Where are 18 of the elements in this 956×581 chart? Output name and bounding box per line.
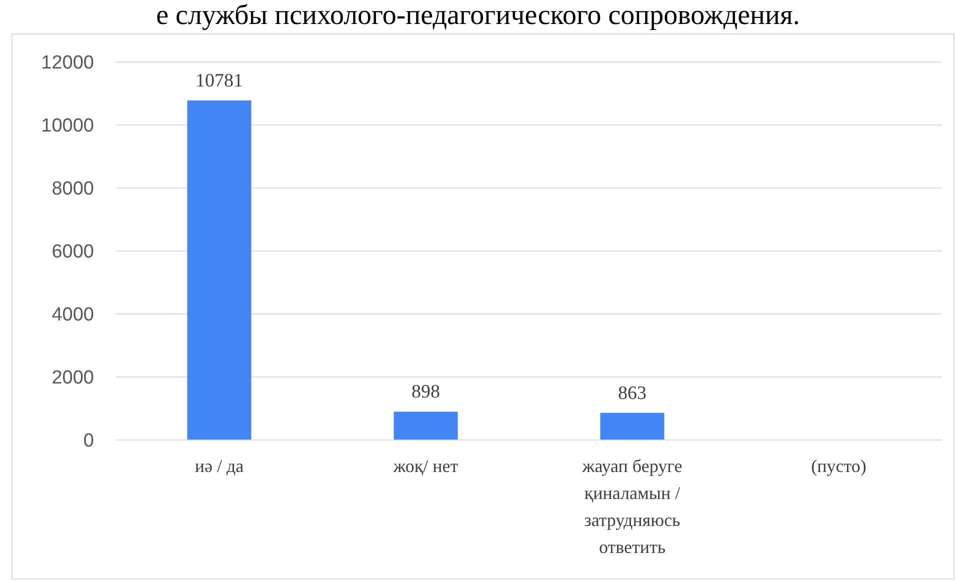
y-tick-label: 6000 (52, 242, 94, 263)
y-tick-label: 0 (83, 430, 94, 452)
bar (187, 100, 252, 440)
bar (600, 412, 664, 440)
y-tick-label: 12000 (41, 52, 94, 74)
x-tick-label: иә / да (194, 456, 244, 476)
bar (394, 412, 458, 440)
y-tick-label: 4000 (52, 304, 94, 326)
data-label: 863 (618, 382, 646, 404)
data-label: 10781 (196, 70, 243, 92)
y-tick-label: 10000 (41, 116, 94, 137)
chart-title: е службы психолого-педагогического сопровождения. (156, 0, 800, 31)
x-tick-label: (пусто) (811, 456, 866, 476)
y-tick-label: 8000 (52, 178, 94, 200)
y-tick-label: 2000 (52, 368, 94, 389)
x-tick-label: жоқ/ нет (392, 456, 458, 476)
data-label: 898 (412, 382, 440, 403)
x-tick-label: жауап беруге қиналамын / затрудняюсь ответить (581, 456, 682, 557)
